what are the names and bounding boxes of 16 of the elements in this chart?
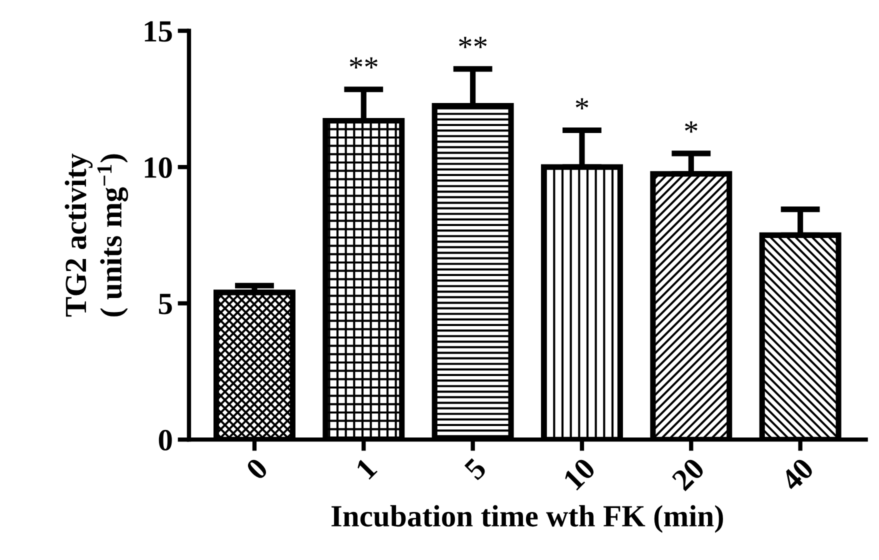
annotation: ** [459,36,487,48]
annotation: * [576,98,588,110]
y-axis-title: TG2 activity ( units mg$^{−1}$) [64,154,128,317]
annotation: * [685,121,698,133]
x-tick-label: 20 [671,457,706,492]
x-tick-label: 5 [464,457,488,481]
y-tick-label: 10 [144,157,172,178]
y-tick-label: 5 [158,294,172,314]
y-tick-label: 0 [158,430,172,450]
x-tick-label: 1 [355,457,378,480]
x-axis-title: Incubation time wth FK (min) [332,505,723,533]
annotation: ** [350,57,378,69]
y-tick-label: 15 [144,21,172,42]
x-tick-label: 10 [562,457,596,491]
x-tick-label: 0 [245,457,269,481]
x-tick-label: 40 [780,457,815,492]
